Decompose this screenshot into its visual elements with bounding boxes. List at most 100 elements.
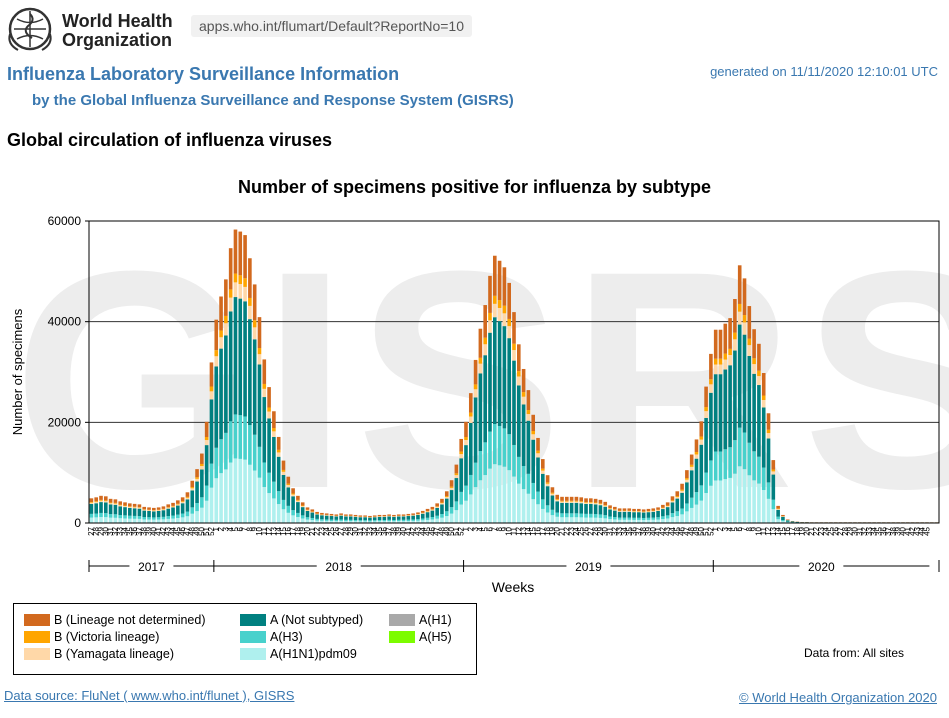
bar-segment-b-victoria: [89, 502, 94, 503]
bar-segment-a-h3: [185, 511, 190, 517]
bar-segment-a-h3: [473, 462, 478, 488]
bar-segment-b-not-determined: [276, 436, 281, 450]
bar-segment-a-not-subtyped: [276, 456, 281, 492]
x-tick-label: 17: [289, 526, 298, 535]
legend-label: A(H5): [419, 630, 452, 644]
bar-segment-a-h3: [344, 519, 348, 522]
bar-segment-b-yamagata: [104, 501, 108, 503]
copyright-link[interactable]: © World Health Organization 2020: [739, 690, 937, 705]
generated-timestamp: generated on 11/11/2020 12:10:01 UTC: [710, 64, 938, 79]
bar-segment-a-not-subtyped: [584, 504, 588, 514]
bar-segment-b-victoria: [104, 500, 108, 502]
x-tick-label: 30: [101, 526, 110, 535]
bar-segment-b-victoria: [123, 505, 127, 507]
bar-segment-b-victoria: [680, 489, 684, 491]
bar-segment-a-h3: [507, 434, 511, 471]
x-tick-label: 42: [159, 526, 168, 535]
bar-segment-b-not-determined: [747, 306, 752, 339]
bar-segment-b-victoria: [598, 503, 603, 505]
bar-segment-b-not-determined: [464, 421, 468, 438]
bar-segment-a-h1n1pdm09: [123, 518, 127, 523]
bar-segment-b-victoria: [521, 392, 526, 397]
x-tick-label: 3: [221, 526, 230, 531]
bar-segment-b-victoria: [579, 501, 584, 502]
x-tick-label: 19: [548, 526, 557, 535]
bar-segment-b-victoria: [560, 500, 564, 502]
x-tick-label: 43: [663, 526, 672, 535]
bar-segment-b-not-determined: [656, 507, 660, 510]
bar-segment-a-h3: [536, 491, 540, 505]
bar-segment-b-victoria: [569, 500, 574, 502]
bar-segment-b-yamagata: [108, 503, 113, 505]
bar-segment-a-h1n1pdm09: [555, 516, 560, 523]
bar-segment-a-h3: [224, 432, 228, 470]
bar-segment-b-not-determined: [108, 498, 113, 503]
bar-segment-b-not-determined: [147, 507, 151, 510]
bar-segment-a-h1n1pdm09: [473, 487, 478, 523]
bar-segment-a-not-subtyped: [790, 521, 795, 523]
bar-segment-a-h3: [565, 513, 569, 518]
bar-segment-a-h3: [718, 451, 723, 481]
bar-segment-b-yamagata: [459, 454, 463, 459]
bar-segment-b-yamagata: [224, 323, 228, 336]
bar-segment-a-h1n1pdm09: [670, 517, 675, 523]
bar-segment-a-h1n1pdm09: [718, 480, 723, 523]
bar-segment-a-h1n1pdm09: [334, 521, 339, 523]
url-bar[interactable]: apps.who.int/flumart/Default?ReportNo=10: [191, 15, 472, 37]
data-source-link[interactable]: Data source: FluNet ( www.who.int/flunet…: [4, 688, 295, 703]
bar-segment-a-h3: [209, 463, 214, 488]
bar-segment-b-yamagata: [646, 511, 651, 513]
bar-segment-a-h3: [353, 520, 358, 522]
x-tick-label: 35: [125, 526, 134, 535]
x-tick-label: 3: [471, 526, 480, 531]
bar-segment-b-yamagata: [737, 311, 742, 325]
bar-segment-b-yamagata: [579, 501, 584, 504]
bar-segment-a-h1n1pdm09: [128, 518, 132, 523]
bar-segment-b-not-determined: [483, 305, 487, 338]
bar-segment-b-yamagata: [613, 509, 617, 511]
bar-segment-a-h3: [526, 473, 531, 494]
x-tick-label: 21: [558, 526, 567, 535]
x-tick-label: 6: [236, 526, 245, 531]
x-tick-label: 11: [260, 526, 269, 535]
bar-segment-b-victoria: [176, 503, 180, 505]
x-tick-label: 27: [586, 526, 595, 535]
bar-segment-b-not-determined: [118, 501, 123, 505]
bar-segment-a-not-subtyped: [795, 521, 800, 523]
bar-segment-a-not-subtyped: [272, 436, 276, 482]
bar-segment-b-victoria: [608, 508, 612, 509]
bar-segment-a-not-subtyped: [248, 319, 252, 426]
legend-item-a-h3: A(H3): [240, 630, 303, 644]
bar-segment-a-not-subtyped: [545, 486, 550, 506]
bar-segment-b-not-determined: [598, 499, 603, 504]
bar-segment-a-h1n1pdm09: [281, 509, 286, 523]
bar-segment-b-yamagata: [195, 478, 199, 482]
bar-segment-a-h3: [517, 456, 521, 484]
bar-segment-b-victoria: [723, 353, 728, 360]
bar-segment-b-yamagata: [488, 320, 492, 333]
bar-segment-b-yamagata: [320, 514, 324, 516]
bar-segment-b-yamagata: [517, 376, 521, 386]
bar-segment-a-h3: [281, 499, 286, 510]
bar-segment-a-not-subtyped: [541, 473, 545, 500]
bar-segment-b-not-determined: [296, 495, 300, 500]
x-tick-label: 32: [860, 526, 869, 535]
bar-segment-a-h3: [713, 451, 718, 481]
org-name: World Health Organization: [62, 12, 173, 50]
x-tick-label: 38: [389, 526, 398, 535]
bar-segment-a-not-subtyped: [324, 515, 329, 520]
x-tick-label: 20: [553, 526, 562, 535]
x-tick-label: 48: [188, 526, 197, 535]
bar-segment-a-h1n1pdm09: [166, 518, 171, 523]
bar-segment-a-h3: [685, 503, 689, 512]
bar-segment-b-victoria: [468, 412, 473, 417]
bar-segment-b-yamagata: [214, 356, 219, 367]
bar-segment-a-h3: [195, 503, 199, 512]
bar-segment-b-yamagata: [276, 452, 281, 457]
bar-segment-a-not-subtyped: [406, 516, 411, 520]
bar-segment-b-yamagata: [142, 509, 147, 511]
x-tick-label: 35: [625, 526, 634, 535]
bar-segment-b-yamagata: [555, 499, 560, 502]
x-tick-label: 7: [740, 526, 749, 531]
bar-segment-a-h1n1pdm09: [444, 516, 449, 523]
